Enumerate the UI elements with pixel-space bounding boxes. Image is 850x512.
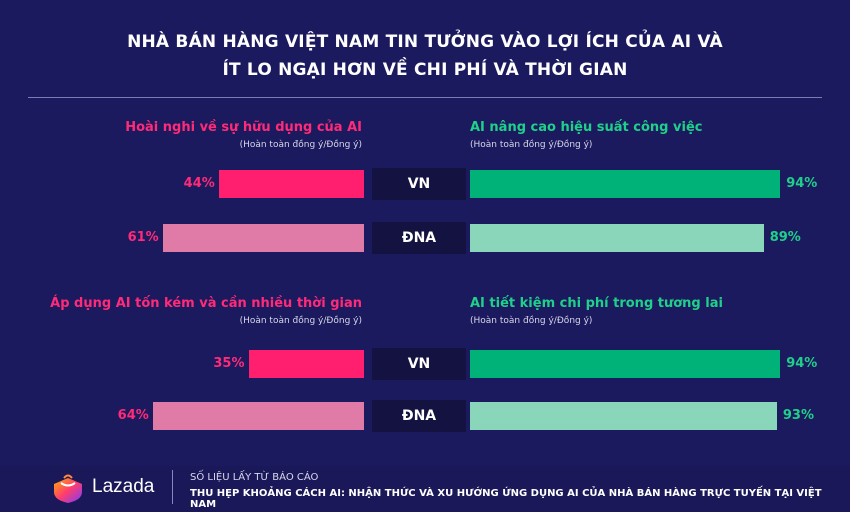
region-label-vn-top: VN — [372, 168, 466, 200]
bar-label-2-vn: 94% — [786, 176, 818, 191]
footer-divider — [172, 470, 173, 504]
bar-label-1-đna: 61% — [127, 230, 159, 245]
panel-2-title: AI nâng cao hiệu suất công việc — [470, 120, 703, 135]
bar-2-đna — [470, 224, 764, 252]
region-label-dna-top: ĐNA — [372, 222, 466, 254]
panel-4-subtitle: (Hoàn toàn đồng ý/Đồng ý) — [470, 316, 593, 326]
title-line-2: ÍT LO NGẠI HƠN VỀ CHI PHÍ VÀ THỜI GIAN — [222, 60, 628, 80]
panel-1-subtitle: (Hoàn toàn đồng ý/Đồng ý) — [239, 140, 362, 150]
footer — [0, 466, 850, 512]
bar-3-vn — [248, 350, 364, 378]
bar-4-đna — [470, 402, 777, 430]
panel-1-title: Hoài nghi về sự hữu dụng của AI — [125, 120, 362, 135]
panel-3-title: Áp dụng AI tốn kém và cần nhiều thời gia… — [50, 296, 362, 311]
source-title: THU HẸP KHOẢNG CÁCH AI: NHẬN THỨC VÀ XU … — [190, 488, 822, 510]
panel-4-title: AI tiết kiệm chi phí trong tương lai — [470, 296, 723, 311]
bar-label-3-đna: 64% — [117, 408, 149, 423]
bar-3-đna — [152, 402, 364, 430]
source-label: SỐ LIỆU LẤY TỪ BÁO CÁO — [190, 472, 319, 483]
region-label-dna-bottom: ĐNA — [372, 400, 466, 432]
panel-3-subtitle: (Hoàn toàn đồng ý/Đồng ý) — [239, 316, 362, 326]
bar-label-1-vn: 44% — [183, 176, 215, 191]
bar-label-3-vn: 35% — [213, 356, 245, 371]
bar-label-4-vn: 94% — [786, 356, 818, 371]
bar-label-2-đna: 89% — [769, 230, 801, 245]
page-title: NHÀ BÁN HÀNG VIỆT NAM TIN TƯỞNG VÀO LỢI … — [0, 28, 850, 84]
brand-name: Lazada — [92, 476, 155, 497]
bar-2-vn — [470, 170, 781, 198]
bar-1-vn — [218, 170, 364, 198]
lazada-heart-bag-icon — [54, 474, 82, 503]
title-divider — [28, 97, 822, 98]
bar-label-4-đna: 93% — [782, 408, 815, 423]
title-line-1: NHÀ BÁN HÀNG VIỆT NAM TIN TƯỞNG VÀO LỢI … — [127, 32, 723, 52]
panel-2-subtitle: (Hoàn toàn đồng ý/Đồng ý) — [470, 140, 593, 150]
region-label-vn-bottom: VN — [372, 348, 466, 380]
bar-1-đna — [162, 224, 364, 252]
bar-4-vn — [470, 350, 781, 378]
